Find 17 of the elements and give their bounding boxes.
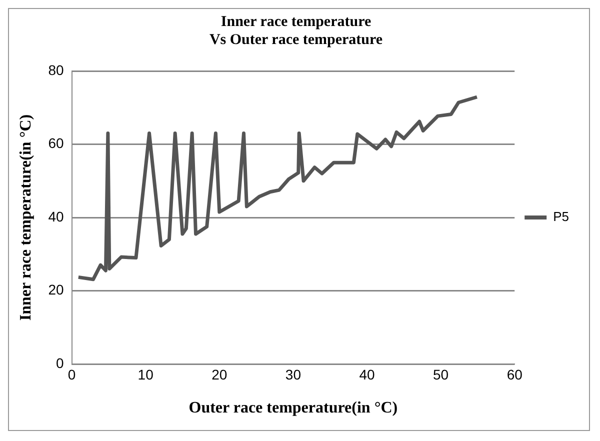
y-tick-label: 0	[56, 354, 64, 371]
y-axis-title: Inner race temperature(in °C)	[18, 114, 35, 321]
y-tick-label: 40	[48, 208, 64, 224]
y-tick-label: 80	[48, 62, 64, 78]
y-tick-label: 60	[48, 135, 64, 152]
text: Vs Outer race temperature	[209, 32, 383, 48]
x-tick-label: 30	[285, 366, 302, 382]
x-tick-label: 50	[433, 366, 449, 382]
legend-label: P5	[553, 209, 570, 224]
x-tick-label: 20	[212, 366, 228, 382]
x-tick-label: 60	[506, 366, 523, 382]
x-tick-label: 10	[138, 366, 154, 382]
x-axis-title: Outer race temperature(in °C)	[188, 400, 398, 417]
y-tick-label: 20	[48, 282, 64, 298]
text: Inner race temperature	[220, 14, 372, 30]
x-tick-label: 40	[359, 366, 375, 382]
x-tick-label: 0	[68, 366, 76, 382]
